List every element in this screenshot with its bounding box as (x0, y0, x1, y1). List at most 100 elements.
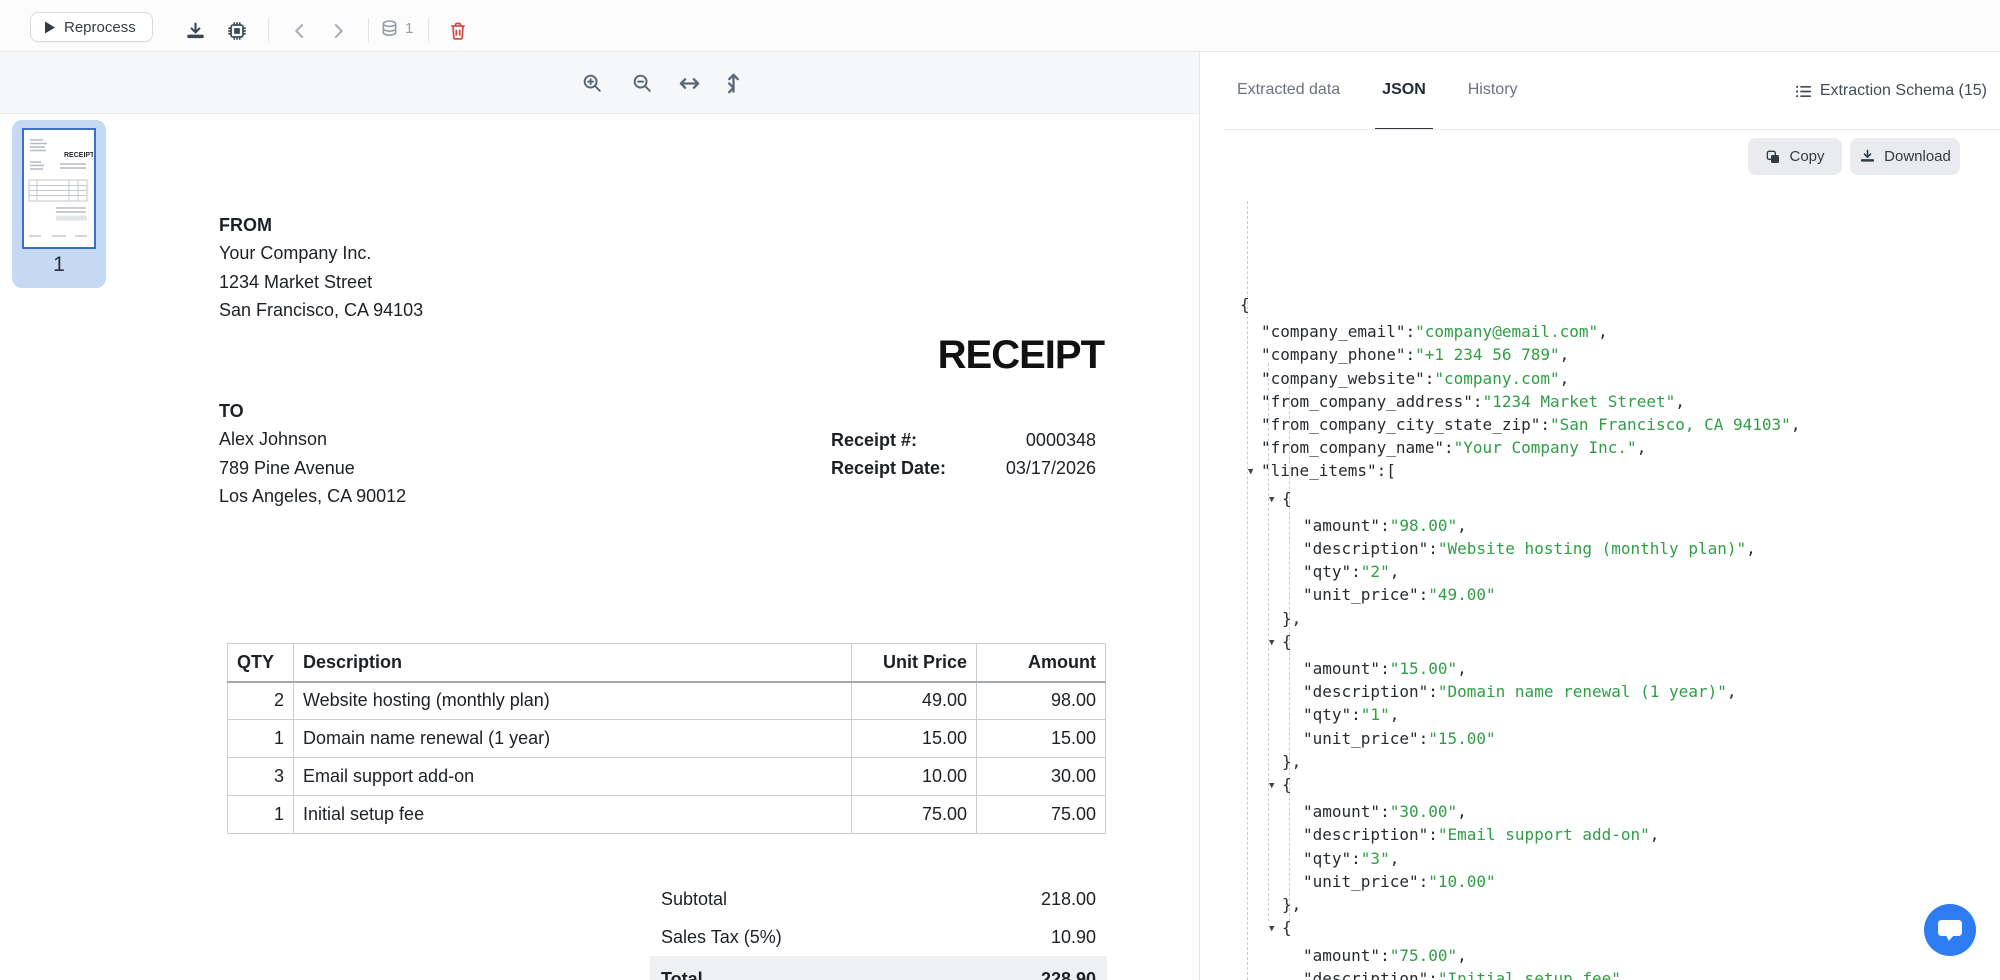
reprocess-button[interactable]: Reprocess (30, 12, 153, 42)
json-punct: , (1389, 848, 1400, 868)
zoom-in-icon[interactable] (580, 71, 604, 95)
copy-label: Copy (1789, 148, 1825, 165)
json-key: "company_phone": (1261, 345, 1416, 365)
json-viewer: ▼{"company_email":"company@email.com","c… (1240, 177, 2000, 980)
tab-extracted-data[interactable]: Extracted data (1237, 81, 1341, 98)
copy-button[interactable]: Copy (1748, 138, 1842, 175)
caret-down-icon[interactable]: ▼ (1269, 924, 1275, 935)
chip-icon[interactable] (225, 19, 249, 43)
table-cell: 75.00 (851, 795, 977, 834)
meta-label: Receipt Date: (831, 458, 947, 479)
table-cell: 15.00 (976, 719, 1106, 758)
chat-bubble-icon[interactable] (1924, 904, 1976, 956)
fit-height-icon[interactable] (721, 71, 745, 95)
json-key: "unit_price": (1303, 728, 1429, 748)
totals-block: Subtotal 218.00 Sales Tax (5%) 10.90 Total 22… (650, 880, 1107, 980)
json-key: "company_website": (1261, 368, 1435, 388)
table-cell: Email support add-on (293, 757, 852, 796)
json-value: "3" (1360, 848, 1390, 868)
reprocess-label: Reprocess (64, 18, 136, 36)
top-toolbar: Reprocess 1 (0, 0, 2000, 52)
json-punct: , (1649, 825, 1660, 845)
tabs-divider (1224, 129, 2000, 130)
chevron-left-icon[interactable] (288, 19, 312, 43)
json-value: "10.00" (1428, 871, 1496, 891)
caret-down-icon[interactable]: ▼ (1248, 467, 1254, 478)
json-key: "amount": (1303, 945, 1390, 965)
credits-coins-icon (380, 19, 399, 38)
receipt-meta-row: Receipt Date: 03/17/2026 (831, 454, 1096, 482)
json-value: "company@email.com" (1415, 322, 1599, 342)
json-line: "from_company_address":"1234 Market Stre… (1240, 390, 2000, 413)
table-row: 1 Initial setup fee 75.00 75.00 (227, 795, 1106, 834)
json-line: "amount":"30.00", (1240, 800, 2000, 823)
table-body: 2 Website hosting (monthly plan) 49.00 98.0… (227, 681, 1106, 834)
total-value: 218.00 (1040, 888, 1096, 909)
tab-history[interactable]: History (1467, 81, 1518, 98)
list-icon (1795, 83, 1812, 100)
panel-tabs-row: Extracted data JSON History Extraction Sch… (1200, 52, 2000, 130)
table-cell: 1 (227, 719, 294, 758)
chevron-right-icon[interactable] (326, 19, 350, 43)
json-value: "San Francisco, CA 94103" (1549, 415, 1791, 435)
caret-down-icon[interactable]: ▼ (1269, 494, 1275, 505)
json-line: "unit_price":"10.00" (1240, 870, 2000, 893)
tab-json[interactable]: JSON (1375, 52, 1433, 130)
zoom-out-icon[interactable] (630, 71, 654, 95)
json-punct: , (1746, 539, 1756, 559)
json-line: "company_website":"company.com", (1240, 367, 2000, 390)
extraction-schema-link[interactable]: Extraction Schema (15) (1795, 52, 1987, 130)
json-line: "company_phone":"+1 234 56 789", (1240, 343, 2000, 366)
json-value: "49.00" (1428, 585, 1496, 605)
json-line: "amount":"75.00", (1240, 944, 2000, 967)
json-punct: { (1282, 631, 1292, 651)
toolbar-divider (368, 18, 369, 43)
json-key: "amount": (1303, 659, 1390, 679)
table-cell: Initial setup fee (293, 795, 852, 834)
json-line: ▼ "line_items":[ (1240, 459, 2000, 486)
json-value: "Website hosting (monthly plan)" (1437, 539, 1747, 559)
json-download-button[interactable]: Download (1850, 138, 1960, 175)
receipt-meta-block: Receipt #: 0000348 Receipt Date: 03/17/2026 (831, 426, 1096, 483)
json-line: "qty":"2", (1240, 560, 2000, 583)
total-label: Total (661, 968, 703, 980)
to-address-line: Los Angeles, CA 90012 (219, 486, 407, 507)
to-label: TO (219, 401, 244, 421)
table-row: 2 Website hosting (monthly plan) 49.00 98.0… (227, 681, 1106, 720)
json-punct: , (1389, 562, 1400, 582)
json-value: "30.00" (1389, 802, 1458, 822)
indent-guide (1289, 386, 1290, 921)
copy-icon (1765, 149, 1781, 165)
json-punct: }, (1282, 608, 1302, 628)
json-value: "98.00" (1389, 515, 1458, 535)
caret-down-icon[interactable]: ▼ (1269, 781, 1275, 792)
json-line: "unit_price":"15.00" (1240, 727, 2000, 750)
viewer-toolbar (0, 52, 1199, 114)
json-line: "amount":"98.00", (1240, 514, 2000, 537)
json-value: "15.00" (1389, 659, 1458, 679)
json-punct: { (1282, 775, 1292, 795)
from-address-block: FROM Your Company Inc. 1234 Market Street… (219, 211, 423, 325)
table-cell: 75.00 (976, 795, 1106, 834)
download-document-icon[interactable] (183, 19, 207, 43)
json-line: "unit_price":"49.00" (1240, 583, 2000, 606)
page-thumbnail[interactable]: RECEIPT 1 (12, 120, 106, 288)
table-cell: 30.00 (976, 757, 1106, 796)
json-line: "amount":"15.00", (1240, 657, 2000, 680)
json-key: "description": (1303, 682, 1438, 702)
json-line: "description":"Initial setup fee", (1240, 967, 2000, 980)
fit-width-icon[interactable] (677, 71, 701, 95)
table-header-row: QTY Description Unit Price Amount (227, 643, 1106, 683)
table-cell: 10.00 (851, 757, 977, 796)
json-line: "description":"Email support add-on", (1240, 823, 2000, 846)
table-cell: 98.00 (976, 681, 1106, 720)
json-key: "amount": (1303, 515, 1390, 535)
trash-icon[interactable] (446, 19, 470, 43)
page-thumbnail-preview: RECEIPT (22, 128, 96, 249)
table-cell: Website hosting (monthly plan) (293, 681, 852, 720)
json-line: "company_email":"company@email.com", (1240, 320, 2000, 343)
caret-down-icon[interactable]: ▼ (1269, 637, 1275, 648)
json-punct: [ (1386, 461, 1396, 481)
json-line: "qty":"3", (1240, 847, 2000, 870)
total-label: Subtotal (661, 888, 728, 909)
